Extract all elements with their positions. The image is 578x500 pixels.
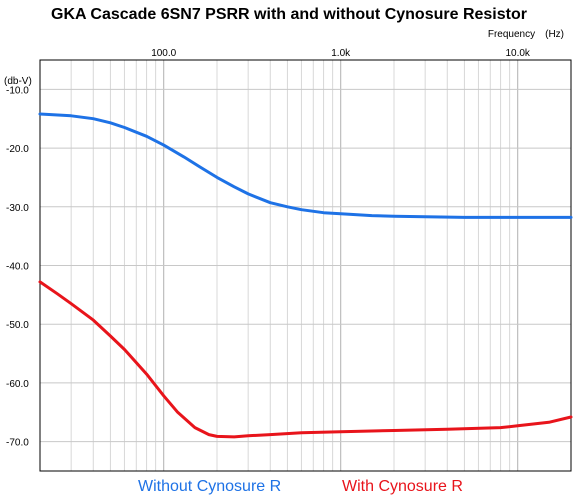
series-line-with-cynosure <box>38 280 573 439</box>
y-tick-label: -10.0 <box>6 85 29 96</box>
y-tick-label: -60.0 <box>6 379 29 390</box>
y-tick-label: -20.0 <box>6 144 29 155</box>
chart-title: GKA Cascade 6SN7 PSRR with and without C… <box>51 6 527 23</box>
series-line-without-cynosure <box>38 112 573 219</box>
y-tick-label: -50.0 <box>6 320 29 331</box>
legend-with-cynosure: With Cynosure R <box>342 478 463 495</box>
y-tick-label: -30.0 <box>6 203 29 214</box>
x-tick-label: 1.0k <box>331 48 351 59</box>
y-tick-label: -70.0 <box>6 438 29 449</box>
x-tick-label: 10.0k <box>505 48 530 59</box>
x-axis-title: Frequency <box>487 29 536 40</box>
x-axis-label: Frequency (Hz) <box>488 29 564 40</box>
x-axis-unit: (Hz) <box>545 29 564 40</box>
y-tick-label: -40.0 <box>6 262 29 273</box>
y-axis-label: (db-V) <box>4 76 32 87</box>
plot-frame <box>39 59 572 472</box>
legend-without-cynosure: Without Cynosure R <box>138 478 282 495</box>
x-tick-label: 100.0 <box>151 48 176 59</box>
